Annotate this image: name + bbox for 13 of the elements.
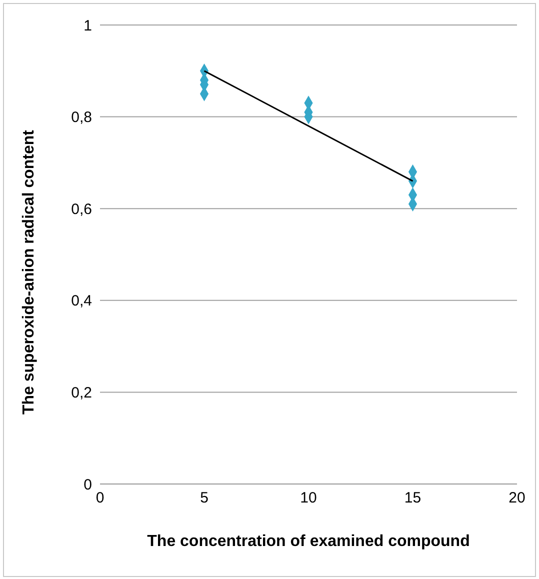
y-axis-title: The superoxide-anion radical content	[20, 129, 38, 414]
y-tick-label: 1	[84, 17, 92, 34]
x-tick-label: 15	[404, 490, 422, 507]
y-tick-label: 0,2	[71, 384, 92, 402]
x-tick-label: 0	[96, 490, 104, 507]
x-tick-label: 10	[300, 490, 317, 507]
x-tick-label: 5	[200, 490, 208, 507]
x-axis-title: The concentration of examined compound	[147, 533, 470, 550]
y-tick-label: 0	[84, 476, 92, 494]
y-tick-label: 0,4	[71, 292, 92, 310]
y-tick-label: 0,8	[71, 109, 92, 126]
x-tick-label: 20	[508, 490, 526, 507]
y-tick-label: 0,6	[71, 200, 92, 218]
